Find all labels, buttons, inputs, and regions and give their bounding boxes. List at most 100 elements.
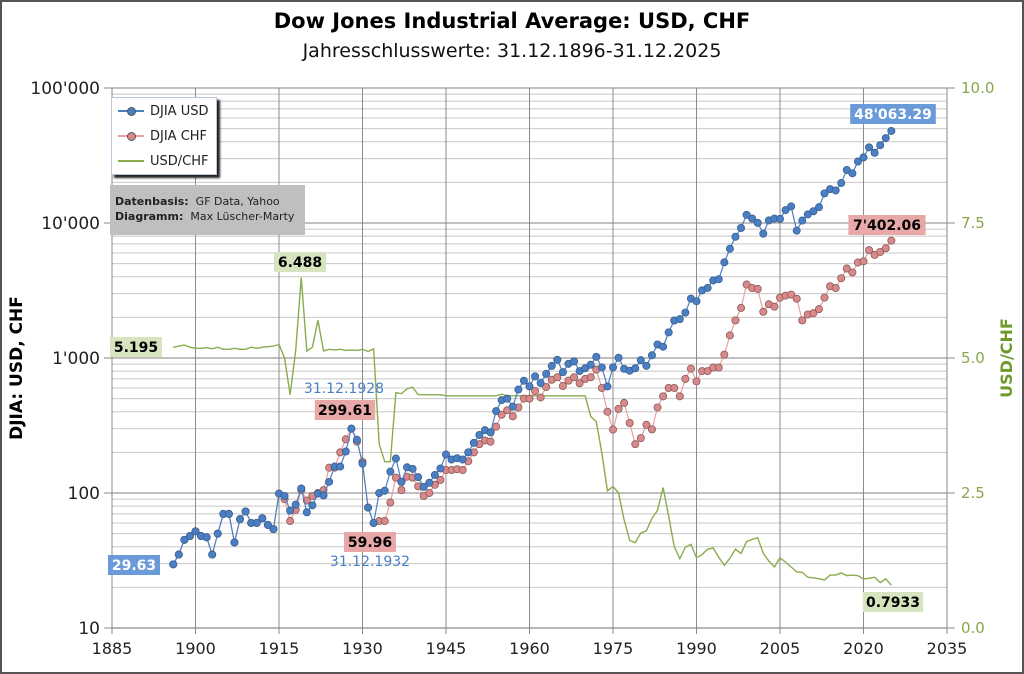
- label-chf-peak-date: 31.12.1928: [304, 381, 384, 397]
- y-right-tick-label: 10.0: [961, 79, 994, 97]
- data-point-usd: [853, 157, 862, 166]
- data-point-usd: [180, 535, 189, 544]
- series-djia-usd: [169, 126, 896, 569]
- legend-item-usd-chf: USD/CHF: [118, 153, 209, 169]
- data-point-chf: [692, 377, 701, 386]
- data-point-usd: [486, 428, 495, 437]
- axes: 10 100 1'000 10'000 100'000 0.0 2.5 5.0 7.5 10.0 1…: [7, 79, 1016, 658]
- data-point-usd: [742, 210, 751, 219]
- data-point-chf: [792, 294, 801, 303]
- data-point-chf: [380, 517, 389, 526]
- series-usd-chf: [173, 277, 892, 586]
- data-point-usd: [202, 533, 211, 542]
- data-point-usd: [859, 153, 868, 162]
- label-chf-end: 7'402.06: [848, 215, 926, 235]
- label-usd-end-text: 48'063.29: [854, 107, 932, 123]
- data-point-usd: [391, 454, 400, 463]
- data-point-chf: [553, 373, 562, 382]
- source-chart-line: Diagramm: Max Lüscher-Marty: [115, 210, 294, 223]
- x-tick-label: 1975: [593, 639, 634, 658]
- label-usd-end: 48'063.29: [850, 104, 936, 124]
- data-point-usd: [336, 462, 345, 471]
- data-point-chf: [675, 392, 684, 401]
- data-point-chf: [725, 331, 734, 340]
- data-point-usd: [570, 357, 579, 366]
- y-right-tick-label: 0.0: [961, 619, 985, 637]
- data-point-usd: [280, 492, 289, 501]
- data-point-usd: [636, 356, 645, 365]
- data-point-chf: [759, 307, 768, 316]
- label-fx-start-bg: [110, 337, 162, 357]
- label-chf-end-bg: [848, 215, 926, 235]
- x-tick-label: 1945: [426, 639, 467, 658]
- data-point-usd: [759, 229, 768, 238]
- data-point-usd: [776, 214, 785, 223]
- data-point-usd: [252, 518, 261, 527]
- data-point-chf: [286, 517, 295, 526]
- data-point-usd: [297, 484, 306, 493]
- label-chf-peak-bg: [314, 400, 376, 420]
- y-tick-label: 10: [78, 619, 100, 639]
- data-point-usd: [352, 435, 361, 444]
- data-point-chf: [436, 475, 445, 484]
- legend-label: DJIA CHF: [150, 128, 208, 144]
- series-line-usd-chf: [173, 277, 892, 586]
- label-fx-peak: 6.488: [274, 252, 326, 272]
- data-point-usd: [558, 368, 567, 377]
- data-point-usd: [224, 509, 233, 518]
- data-point-chf: [508, 412, 517, 421]
- data-point-chf: [397, 486, 406, 495]
- data-point-usd: [753, 218, 762, 227]
- data-labels: 29.63 48'063.29 299.61 59.96 7'402.06 5.195 6.…: [108, 104, 936, 612]
- series-line-djia-chf: [172, 240, 892, 565]
- data-point-usd: [876, 141, 885, 150]
- data-point-usd: [703, 283, 712, 292]
- data-point-usd: [531, 372, 540, 381]
- data-point-usd: [586, 360, 595, 369]
- data-point-usd: [325, 477, 334, 486]
- data-point-chf: [341, 435, 350, 444]
- data-point-usd: [508, 402, 517, 411]
- chart-subtitle: Jahresschlusswerte: 31.12.1896-31.12.202…: [302, 40, 722, 62]
- data-point-usd: [737, 224, 746, 233]
- y-tick-label: 100'000: [30, 79, 100, 99]
- label-chf-low-date: 31.12.1932: [330, 554, 410, 570]
- data-point-usd: [408, 464, 417, 473]
- data-point-usd: [430, 470, 439, 479]
- data-point-usd: [848, 169, 857, 178]
- data-point-chf: [570, 373, 579, 382]
- data-point-chf: [686, 364, 695, 373]
- label-chf-end-text: 7'402.06: [853, 218, 921, 234]
- data-point-usd: [191, 527, 200, 536]
- data-point-usd: [492, 407, 501, 416]
- legend-line-fx-icon: [118, 153, 144, 169]
- data-point-usd: [831, 186, 840, 195]
- data-point-chf: [636, 434, 645, 443]
- data-point-usd: [419, 482, 428, 491]
- data-point-usd: [887, 126, 896, 135]
- data-point-usd: [425, 478, 434, 487]
- label-usd-end-bg: [850, 104, 936, 124]
- data-point-usd: [441, 450, 450, 459]
- y-right-tick-label: 7.5: [961, 214, 985, 232]
- data-point-usd: [185, 532, 194, 541]
- data-point-usd: [681, 308, 690, 317]
- data-point-chf: [714, 363, 723, 372]
- x-tick-label: 2005: [760, 639, 801, 658]
- legend-marker-chf-icon: [118, 128, 144, 144]
- data-point-usd: [781, 206, 790, 215]
- data-point-usd: [414, 473, 423, 482]
- data-point-usd: [814, 203, 823, 212]
- data-point-chf: [503, 406, 512, 415]
- source-box: Datenbasis: GF Data, Yahoo Diagramm: Max…: [110, 185, 305, 235]
- data-point-usd: [341, 447, 350, 456]
- y-axis-title-left: DJIA: USD, CHF: [7, 296, 27, 440]
- data-point-usd: [263, 520, 272, 529]
- label-fx-start: 5.195: [110, 337, 162, 357]
- data-point-usd: [731, 232, 740, 241]
- data-point-usd: [386, 467, 395, 476]
- data-point-usd: [525, 382, 534, 391]
- data-point-chf: [603, 407, 612, 416]
- data-point-chf: [814, 305, 823, 314]
